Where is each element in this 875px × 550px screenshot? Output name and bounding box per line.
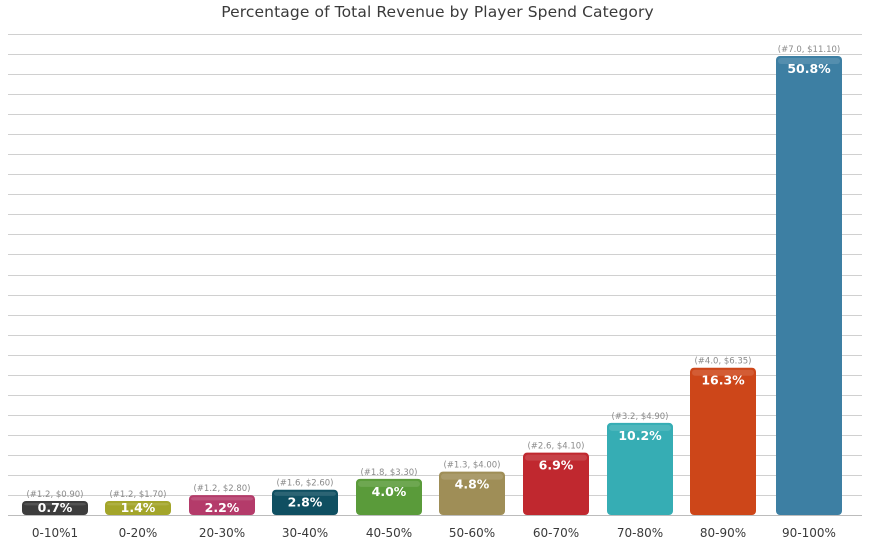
bar-annotation: (#1.2, $0.90) [26, 490, 83, 500]
x-tick-label: 60-70% [533, 526, 579, 540]
bar-highlight [24, 503, 86, 506]
x-tick-label: 20-30% [199, 526, 245, 540]
x-tick-label: 30-40% [282, 526, 328, 540]
bar-group: 1.4%(#1.2, $1.70) [105, 490, 171, 515]
bar-group: 2.2% (#1.2, $2.80) [189, 484, 255, 515]
bar-highlight [692, 369, 754, 376]
bar-group: 6.9% (#2.6, $4.10) [523, 442, 589, 515]
bar-annotation: (#2.6, $4.10) [527, 442, 584, 452]
x-tick-label: 90-100% [782, 526, 836, 540]
x-tick-label: 0-10%1 [32, 526, 78, 540]
bar-highlight [274, 491, 336, 496]
x-tick-label: 80-90% [700, 526, 746, 540]
bar-value-label: 50.8% [787, 61, 831, 76]
bar-annotation: (#4.0, $6.35) [694, 357, 751, 367]
bar-value-label: 0.7% [38, 500, 73, 515]
bar [272, 489, 338, 515]
bar-value-label: 10.2% [618, 428, 662, 443]
bar-annotation: (#7.0, $11.10) [778, 45, 840, 55]
x-tick-label: 40-50% [366, 526, 412, 540]
bar-group: 16.3% (#4.0, $6.35) [690, 357, 756, 515]
bar [607, 422, 673, 515]
x-tick-label: 50-60% [449, 526, 495, 540]
bar-group: 4.8% (#1.3, $4.00) [439, 461, 505, 515]
bar [523, 452, 589, 515]
bar [356, 478, 422, 515]
bar-highlight [358, 480, 420, 487]
bar [105, 501, 171, 515]
bar-annotation: (#1.2, $1.70) [109, 490, 166, 500]
bars: 0.7%(#1.2, $0.90) 1.4%(#1.2, $1.70) 2.2% (#… [22, 45, 842, 515]
bar-annotation: (#1.8, $3.30) [360, 468, 417, 478]
bar-highlight [107, 503, 169, 506]
x-tick-label: 70-80% [617, 526, 663, 540]
chart-title: Percentage of Total Revenue by Player Sp… [221, 3, 654, 21]
bar [776, 56, 842, 515]
bar-group: 0.7%(#1.2, $0.90) [22, 490, 88, 515]
bar [690, 367, 756, 515]
bar-value-label: 2.8% [288, 495, 323, 510]
bar-value-label: 4.8% [455, 477, 490, 492]
bar-highlight [441, 473, 503, 480]
x-tick-label: 0-20% [119, 526, 158, 540]
bar-annotation: (#3.2, $4.90) [611, 412, 668, 422]
bar [439, 471, 505, 515]
bar-highlight [778, 58, 840, 64]
bar-annotation: (#1.6, $2.60) [276, 479, 333, 489]
bar-value-label: 4.0% [372, 484, 407, 499]
bar-highlight [191, 497, 253, 501]
bar-group: 2.8% (#1.6, $2.60) [272, 479, 338, 515]
bar-value-label: 16.3% [701, 373, 745, 388]
bar [189, 495, 255, 515]
bar-highlight [609, 424, 671, 431]
x-axis-ticks: 0-10%1 0-20% 20-30% 30-40% 40-50% 50-60% 60-70… [32, 526, 836, 540]
bar-annotation: (#1.2, $2.80) [193, 484, 250, 494]
bar-value-label: 2.2% [205, 500, 240, 515]
bar-highlight [525, 454, 587, 461]
bar-group: 50.8% (#7.0, $11.10) [776, 45, 842, 515]
bar-value-label: 1.4% [121, 500, 156, 515]
bar-value-label: 6.9% [539, 458, 574, 473]
bar-annotation: (#1.3, $4.00) [443, 461, 500, 471]
bar [22, 501, 88, 515]
bar-group: 10.2% (#3.2, $4.90) [607, 412, 673, 515]
bar-group: 4.0% (#1.8, $3.30) [356, 468, 422, 515]
